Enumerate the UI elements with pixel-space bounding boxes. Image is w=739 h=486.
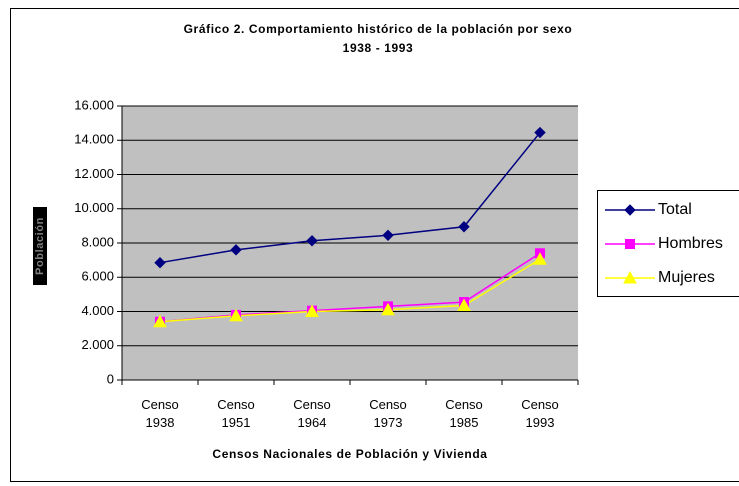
marker [230, 244, 242, 256]
y-tick-label: 16.000 [74, 97, 114, 112]
y-tick-label: 0 [107, 371, 114, 386]
y-tick-label: 4.000 [81, 303, 114, 318]
series-line [159, 132, 541, 264]
marker [533, 252, 547, 265]
y-tick-label: 8.000 [81, 234, 114, 249]
y-tick-label: 2.000 [81, 337, 114, 352]
marker [534, 126, 546, 139]
x-axis-label: Censos Nacionales de Población y Viviend… [212, 447, 487, 461]
y-tick-label: 10.000 [74, 200, 114, 215]
marker [153, 314, 167, 328]
x-tick-label: Censo 1951 [217, 397, 255, 430]
x-tick-label: Censo 1973 [369, 397, 407, 430]
marker [382, 229, 394, 242]
legend-label: Mujeres [658, 269, 715, 286]
x-tick-label: Censo 1985 [445, 397, 483, 430]
marker [623, 270, 637, 284]
y-tick-label: 14.000 [74, 132, 114, 147]
y-label-background [33, 207, 47, 285]
marker [381, 302, 395, 316]
marker [229, 308, 243, 322]
marker [624, 204, 636, 216]
marker [458, 221, 470, 233]
chart-title: Gráfico 2. Comportamiento histórico de l… [184, 22, 573, 36]
y-axis-label: Población [34, 217, 46, 275]
y-tick-label: 6.000 [81, 269, 114, 284]
chart-subtitle: 1938 - 1993 [343, 41, 414, 55]
legend-label: Total [658, 201, 692, 218]
marker [305, 304, 319, 317]
marker [154, 256, 166, 269]
series-line [159, 258, 541, 323]
marker [457, 298, 471, 312]
marker [306, 235, 318, 247]
legend-label: Hombres [658, 235, 723, 252]
x-tick-label: Censo 1993 [521, 397, 559, 430]
marker [625, 239, 635, 249]
x-tick-label: Censo 1938 [141, 397, 179, 430]
x-tick-label: Censo 1964 [293, 397, 331, 430]
y-tick-label: 12.000 [74, 166, 114, 181]
